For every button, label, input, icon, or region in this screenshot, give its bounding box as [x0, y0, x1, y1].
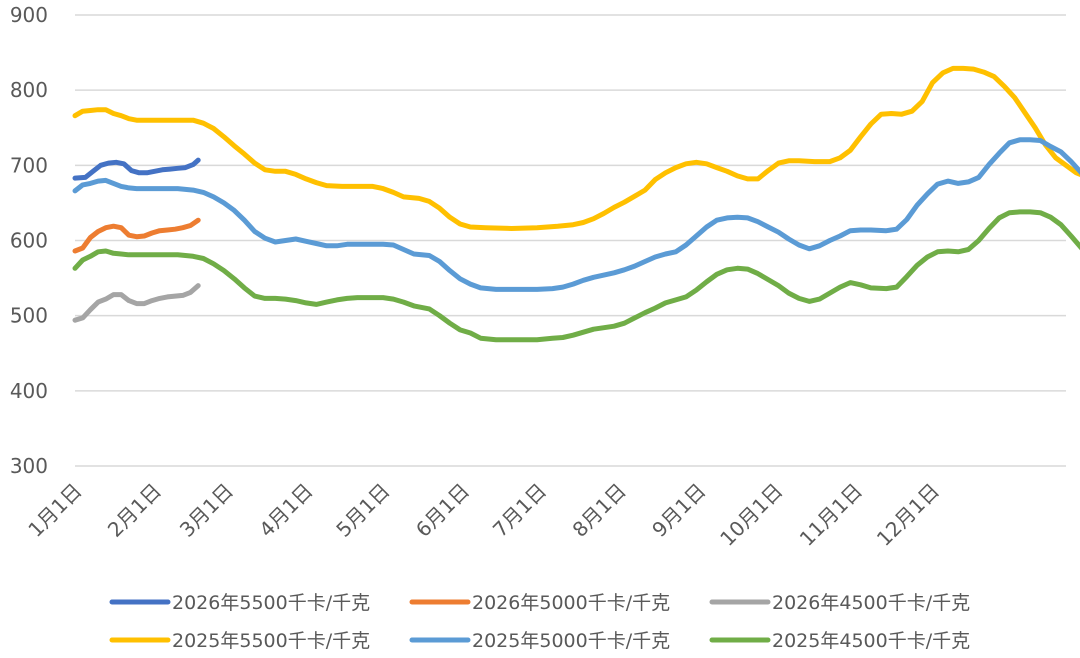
x-tick-label: 12月1日: [872, 479, 944, 551]
series-line-1: [72, 217, 201, 254]
legend-label: 2025年5500千卡/千克: [172, 630, 370, 652]
series-lines: [72, 65, 1080, 343]
legend-item: 2026年5000千卡/千克: [409, 592, 670, 614]
legend-item: 2026年4500千卡/千克: [709, 592, 970, 614]
legend: 2026年5500千卡/千克 2026年5000千卡/千克 2026年4500千卡/…: [109, 592, 970, 652]
x-tick-label: 9月1日: [647, 479, 710, 542]
x-axis: 1月1日 2月1日 3月1日 4月1日 5月1日 6月1日 7月1日 8月1日 9月1日 10月1…: [23, 479, 944, 551]
x-tick-label: 1月1日: [23, 479, 86, 542]
legend-label: 2025年5000千卡/千克: [472, 630, 670, 652]
legend-label: 2026年5000千卡/千克: [472, 592, 670, 614]
gridlines: [75, 14, 1066, 467]
legend-label: 2026年4500千卡/千克: [772, 592, 970, 614]
series-line-3: [72, 65, 1080, 231]
legend-item: 2025年5500千卡/千克: [109, 630, 370, 652]
legend-item: 2025年4500千卡/千克: [709, 630, 970, 652]
x-tick-label: 8月1日: [568, 479, 631, 542]
y-tick-label: 700: [10, 153, 48, 177]
legend-label: 2025年4500千卡/千克: [772, 630, 970, 652]
y-tick-label: 900: [10, 3, 48, 27]
x-tick-label: 3月1日: [175, 479, 238, 542]
series-line-5: [72, 209, 1080, 343]
legend-label: 2026年5500千卡/千克: [172, 592, 370, 614]
y-tick-label: 600: [10, 229, 48, 253]
x-tick-label: 7月1日: [488, 479, 551, 542]
x-tick-label: 4月1日: [254, 479, 317, 542]
x-tick-label: 10月1日: [715, 479, 787, 551]
y-tick-label: 500: [10, 304, 48, 328]
series-line-0: [72, 157, 201, 181]
y-tick-label: 800: [10, 78, 48, 102]
x-tick-label: 2月1日: [103, 479, 166, 542]
x-tick-label: 6月1日: [411, 479, 474, 542]
x-tick-label: 11月1日: [795, 479, 867, 551]
series-line-4: [72, 137, 1080, 292]
y-tick-label: 400: [10, 379, 48, 403]
series-line-2: [72, 283, 201, 323]
legend-item: 2026年5500千卡/千克: [109, 592, 370, 614]
legend-item: 2025年5000千卡/千克: [409, 630, 670, 652]
x-tick-label: 5月1日: [331, 479, 394, 542]
y-axis: 300 400 500 600 700 800 900: [10, 3, 48, 478]
y-tick-label: 300: [10, 454, 48, 478]
